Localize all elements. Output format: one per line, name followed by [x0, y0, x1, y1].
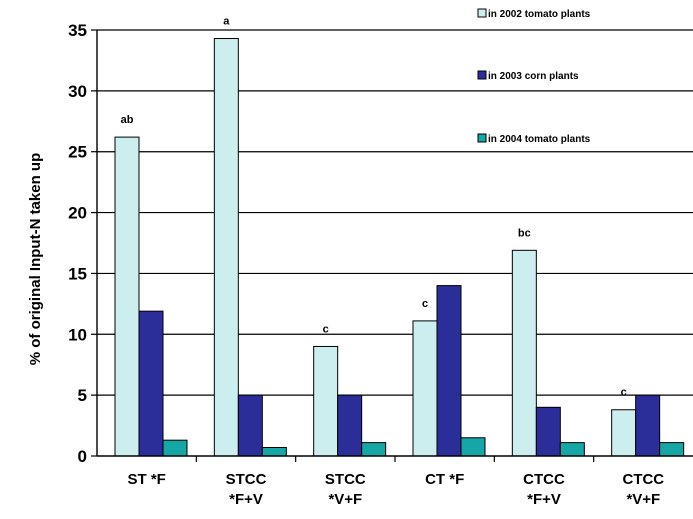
annotation-label: a	[223, 16, 230, 28]
bar	[559, 442, 585, 457]
significance-annotations: ab a c c bc c	[121, 16, 627, 399]
bar	[261, 446, 287, 457]
bar	[412, 320, 438, 457]
x-tick-label: *V+F	[328, 491, 362, 508]
y-tick-label: 30	[68, 82, 87, 101]
bar	[436, 285, 462, 457]
bar	[635, 394, 661, 457]
legend-entry-label: in 2004 tomato plants	[488, 134, 591, 145]
x-tick-label: ST *F	[127, 471, 165, 488]
y-axis-label: % of original Input-N taken up	[27, 153, 44, 366]
y-tick-label: 10	[68, 325, 87, 344]
annotation-label: bc	[518, 227, 531, 239]
bar	[162, 439, 188, 457]
x-tick-label: CTCC	[523, 471, 565, 488]
x-tick-label: *F+V	[229, 491, 263, 508]
bar	[114, 136, 140, 457]
axes	[91, 29, 693, 462]
bar	[361, 442, 387, 457]
bar	[138, 310, 164, 457]
y-tick-label: 0	[78, 447, 87, 466]
x-tick-label: CT *F	[425, 471, 464, 488]
x-tick-label: STCC	[226, 471, 267, 488]
legend-swatch	[477, 8, 487, 18]
y-tick-label: 15	[68, 264, 87, 283]
annotation-label: c	[621, 387, 627, 399]
annotation-label: c	[323, 323, 329, 335]
bar	[237, 394, 263, 457]
bar	[611, 409, 637, 457]
bars	[114, 38, 685, 457]
x-tick-label: *F+V	[527, 491, 561, 508]
annotation-label: c	[422, 298, 428, 310]
bar	[337, 394, 363, 457]
x-tick-label: STCC	[325, 471, 366, 488]
x-tick-label: CTCC	[622, 471, 664, 488]
x-tick-labels: ST *F STCC *F+V STCC *V+F CT *F CTCC *F+V CTCC *V…	[127, 471, 664, 508]
bar	[511, 249, 537, 457]
bar	[659, 442, 685, 457]
gridlines	[97, 29, 693, 396]
y-tick-label: 35	[68, 21, 87, 40]
y-tick-label: 25	[68, 143, 87, 162]
bar	[535, 406, 561, 457]
bar	[213, 38, 239, 457]
y-tick-labels: 0 5 10 15 20 25 30 35	[68, 21, 87, 466]
x-tick-label: *V+F	[626, 491, 660, 508]
y-tick-label: 5	[78, 386, 87, 405]
legend: in 2002 tomato plants in 2003 corn plants…	[477, 8, 591, 145]
legend-entry-label: in 2003 corn plants	[488, 71, 579, 82]
annotation-label: ab	[121, 114, 134, 126]
bar	[313, 345, 339, 457]
legend-swatch	[477, 133, 487, 143]
legend-entry-label: in 2002 tomato plants	[488, 9, 591, 20]
bar	[460, 437, 486, 457]
y-tick-label: 20	[68, 204, 87, 223]
legend-swatch	[477, 70, 487, 80]
